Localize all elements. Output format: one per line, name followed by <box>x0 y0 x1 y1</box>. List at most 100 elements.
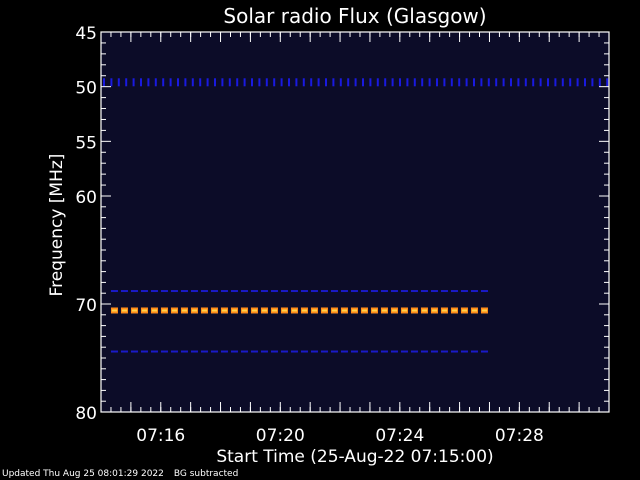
band-0-tick <box>547 78 549 87</box>
band-1-dash <box>170 290 178 293</box>
band-0-tick <box>428 78 431 87</box>
band-2-core <box>181 309 187 312</box>
band-2-core <box>171 309 177 312</box>
band-0-tick <box>251 78 253 87</box>
band-2-core <box>241 309 247 312</box>
band-0-tick <box>487 78 490 87</box>
band-3-dash <box>130 350 138 353</box>
band-3-dash <box>470 350 478 353</box>
band-0-tick <box>295 78 298 87</box>
band-0-tick <box>147 78 150 87</box>
band-2-core <box>381 309 387 312</box>
band-3-dash <box>400 350 408 353</box>
band-0-tick <box>606 78 609 87</box>
band-1-dash <box>310 290 318 293</box>
band-0-tick <box>162 78 165 87</box>
band-2-core <box>201 309 207 312</box>
band-2-core <box>371 309 377 312</box>
band-2-core <box>331 309 337 312</box>
band-1-dash <box>350 290 358 293</box>
bg-note: BG subtracted <box>173 469 239 479</box>
band-1-dash <box>450 290 458 293</box>
band-3-dash <box>330 350 338 353</box>
band-0-tick <box>177 78 179 87</box>
band-3-dash <box>440 350 448 353</box>
band-0-tick <box>243 78 246 87</box>
band-0-tick <box>517 78 520 87</box>
band-0-tick <box>391 78 394 87</box>
band-3-dash <box>460 350 468 353</box>
band-2-core <box>451 309 457 312</box>
band-0-tick <box>576 78 579 87</box>
band-0-tick <box>140 78 142 87</box>
band-1-dash <box>140 290 148 293</box>
band-1-dash <box>370 290 378 293</box>
band-0-tick <box>561 78 564 87</box>
band-1-dash <box>270 290 278 293</box>
band-2-core <box>411 309 417 312</box>
band-0-tick <box>236 78 239 87</box>
band-1-dash <box>360 290 368 293</box>
band-1-dash <box>150 290 158 293</box>
band-3-dash <box>250 350 258 353</box>
band-0-tick <box>110 78 113 87</box>
band-1-dash <box>430 290 438 293</box>
band-2-core <box>261 309 267 312</box>
band-0-tick <box>376 78 379 87</box>
band-2-core <box>111 309 117 312</box>
band-1-dash <box>440 290 448 293</box>
band-0-tick <box>332 78 335 87</box>
band-2-core <box>281 309 287 312</box>
band-0-tick <box>362 78 364 87</box>
band-0-tick <box>199 78 202 87</box>
band-2-core <box>361 309 367 312</box>
band-0-tick <box>510 78 512 87</box>
band-2-core <box>191 309 197 312</box>
band-0-tick <box>524 78 527 87</box>
y-tick-label: 60 <box>75 188 97 208</box>
band-3-dash <box>420 350 428 353</box>
plot-area <box>101 32 609 412</box>
band-0-tick <box>584 78 586 87</box>
chart-title: Solar radio Flux (Glasgow) <box>223 4 486 28</box>
band-1-dash <box>130 290 138 293</box>
band-1-dash <box>280 290 288 293</box>
band-0-tick <box>458 78 461 87</box>
updated-timestamp: Updated Thu Aug 25 08:01:29 2022 <box>2 469 164 479</box>
band-3-dash <box>310 350 318 353</box>
band-1-dash <box>230 290 238 293</box>
band-2-core <box>391 309 397 312</box>
band-0-tick <box>354 78 357 87</box>
band-0-tick <box>495 78 498 87</box>
band-0-tick <box>421 78 424 87</box>
band-0-tick <box>103 78 105 87</box>
band-0-tick <box>436 78 438 87</box>
band-1-dash <box>340 290 348 293</box>
band-1-dash <box>320 290 328 293</box>
band-2-core <box>161 309 167 312</box>
band-0-tick <box>310 78 313 87</box>
band-3-dash <box>160 350 168 353</box>
band-2-core <box>341 309 347 312</box>
band-3-dash <box>230 350 238 353</box>
band-3-dash <box>380 350 388 353</box>
band-2-core <box>221 309 227 312</box>
band-3-dash <box>240 350 248 353</box>
y-axis-label: Frequency [MHz] <box>47 154 67 297</box>
band-1-dash <box>470 290 478 293</box>
band-1-dash <box>160 290 168 293</box>
band-3-dash <box>320 350 328 353</box>
band-0-tick <box>554 78 557 87</box>
band-0-tick <box>532 78 535 87</box>
band-3-dash <box>390 350 398 353</box>
band-1-dash <box>210 290 218 293</box>
band-0-tick <box>228 78 231 87</box>
band-3-dash <box>140 350 148 353</box>
band-0-tick <box>258 78 261 87</box>
band-0-tick <box>539 78 542 87</box>
band-3-dash <box>280 350 288 353</box>
band-3-dash <box>170 350 178 353</box>
band-3-dash <box>350 350 358 353</box>
band-3-dash <box>340 350 348 353</box>
band-1-dash <box>480 290 488 293</box>
